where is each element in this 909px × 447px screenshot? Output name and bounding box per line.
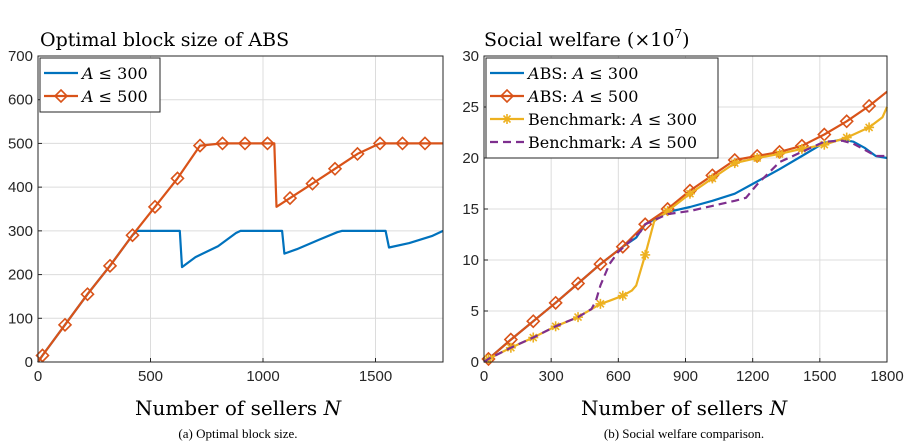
series-3 <box>483 139 887 363</box>
x-tick-label: 1500 <box>359 368 392 385</box>
data-point <box>684 188 695 199</box>
data-point <box>729 158 740 169</box>
caption: (a) Optimal block size. <box>178 426 297 441</box>
data-point <box>395 136 410 151</box>
data-point <box>570 276 586 291</box>
y-tick-label: 400 <box>8 179 33 196</box>
y-tick-label: 30 <box>462 48 479 65</box>
chart-title: Social welfare (×107) <box>484 27 690 51</box>
caption: (b) Social welfare comparison. <box>604 426 764 441</box>
plot-frame <box>37 55 444 363</box>
data-point <box>593 256 608 272</box>
series-1 <box>481 90 888 367</box>
data-point <box>237 136 253 151</box>
y-tick-label: 25 <box>462 99 479 116</box>
legend-marker <box>53 88 69 104</box>
plot-frame <box>483 55 888 363</box>
data-point <box>595 298 606 309</box>
legend-label: ABS: A ≤ 300 <box>526 64 638 83</box>
data-point <box>526 314 541 329</box>
data-point <box>752 153 763 163</box>
data-point <box>548 295 563 310</box>
x-tick-label: 1500 <box>803 368 836 385</box>
data-point <box>864 122 875 133</box>
legend: A ≤ 300 A ≤ 500 <box>39 57 161 113</box>
tick-labels: 0 100 200 300 400 500 600 700 0 500 1000 1500 <box>8 48 392 385</box>
x-axis-variable: N <box>323 396 343 420</box>
legend-label: A ≤ 300 <box>80 64 148 83</box>
legend-label: A ≤ 500 <box>80 87 148 106</box>
data-point <box>372 136 388 151</box>
legend-label: Benchmark: A ≤ 500 <box>528 133 697 152</box>
series-layer <box>481 90 889 367</box>
y-tick-label: 100 <box>8 310 33 327</box>
data-point <box>282 190 298 206</box>
data-point <box>102 258 118 273</box>
data-point <box>861 98 877 114</box>
x-tick-label: 0 <box>480 368 488 385</box>
data-point <box>615 239 630 254</box>
x-axis-label: Number of sellers N <box>135 396 343 420</box>
x-tick-label: 1200 <box>736 368 769 385</box>
data-point <box>215 136 230 151</box>
y-tick-label: 200 <box>8 267 33 284</box>
y-tick-label: 15 <box>462 201 479 218</box>
legend-label: ABS: A ≤ 500 <box>526 87 638 106</box>
data-point <box>417 136 433 151</box>
series-line <box>37 142 443 363</box>
legend-box <box>39 57 161 113</box>
data-point <box>640 249 651 260</box>
data-point <box>327 161 343 176</box>
y-tick-label: 700 <box>8 48 33 65</box>
x-axis-label: Number of sellers N <box>581 396 789 420</box>
data-point <box>350 146 365 162</box>
legend-box <box>485 57 719 159</box>
data-point <box>125 228 140 243</box>
series-layer <box>35 136 444 363</box>
data-point <box>57 317 73 332</box>
data-point <box>80 287 95 302</box>
x-tick-label: 500 <box>138 368 163 385</box>
chart-title: Optimal block size of ABS <box>40 29 289 51</box>
series-line <box>483 139 887 363</box>
x-tick-label: 0 <box>34 368 42 385</box>
y-tick-label: 5 <box>471 303 479 320</box>
y-tick-label: 10 <box>462 252 479 269</box>
chart-optimal-block-size: Optimal block size of ABS 0 100 200 300 400 5… <box>8 29 444 441</box>
x-tick-label: 300 <box>539 368 564 385</box>
legend-marker <box>502 114 512 124</box>
series-line <box>37 229 444 363</box>
y-tick-label: 500 <box>8 135 33 152</box>
y-tick-label: 20 <box>462 150 479 167</box>
data-point <box>774 148 785 159</box>
data-point <box>147 199 163 214</box>
legend-marker <box>499 88 515 104</box>
x-tick-label: 1000 <box>246 368 279 385</box>
x-tick-label: 1800 <box>870 368 903 385</box>
y-tick-label: 0 <box>471 354 479 371</box>
x-axis-variable: N <box>769 396 789 420</box>
x-tick-label: 900 <box>673 368 698 385</box>
y-tick-label: 0 <box>25 354 33 371</box>
y-tick-label: 600 <box>8 92 33 109</box>
data-point <box>839 114 854 129</box>
data-point <box>617 290 628 301</box>
data-point <box>192 138 208 153</box>
legend: ABS: A ≤ 300 ABS: A ≤ 500 Benchmark: A ≤ 3… <box>485 57 719 159</box>
x-tick-label: 600 <box>606 368 631 385</box>
data-point <box>305 176 320 191</box>
data-point <box>170 171 185 186</box>
data-point <box>819 139 830 150</box>
legend-label: Benchmark: A ≤ 300 <box>528 110 697 129</box>
data-point <box>260 136 275 151</box>
data-point <box>707 173 718 184</box>
y-tick-label: 300 <box>8 223 33 240</box>
series-1 <box>35 136 443 363</box>
series-0 <box>37 229 444 363</box>
